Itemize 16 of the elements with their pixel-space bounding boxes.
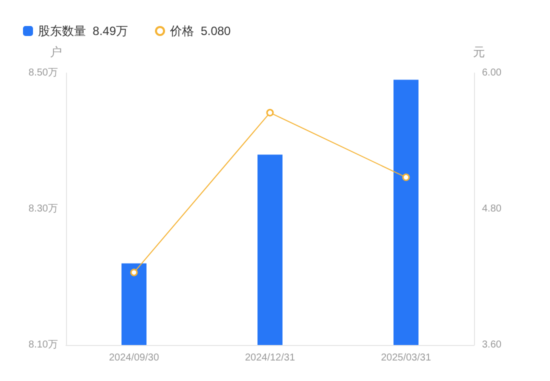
y-tick-label: 8.50万 <box>28 68 58 78</box>
legend-label: 价格 5.080 <box>169 24 232 38</box>
x-tick-label: 2024/09/30 <box>108 352 160 364</box>
point <box>402 174 410 182</box>
y2-tick-label: 4.80 <box>482 204 502 214</box>
y-tick-label: 8.30万 <box>28 204 58 214</box>
x-tick-label: 2024/12/31 <box>244 352 296 364</box>
y2-tick-label: 6.00 <box>482 68 502 78</box>
y-axis-title: 户 <box>50 45 62 59</box>
point <box>130 268 138 276</box>
legend-label: 股东数量 8.49万 <box>38 24 128 38</box>
y-tick-label: 8.10万 <box>28 340 58 350</box>
y2-axis-title: 元 <box>473 45 485 59</box>
x-tick-label: 2025/03/31 <box>380 352 432 364</box>
y2-tick-label: 3.60 <box>482 340 502 350</box>
point <box>266 108 274 116</box>
